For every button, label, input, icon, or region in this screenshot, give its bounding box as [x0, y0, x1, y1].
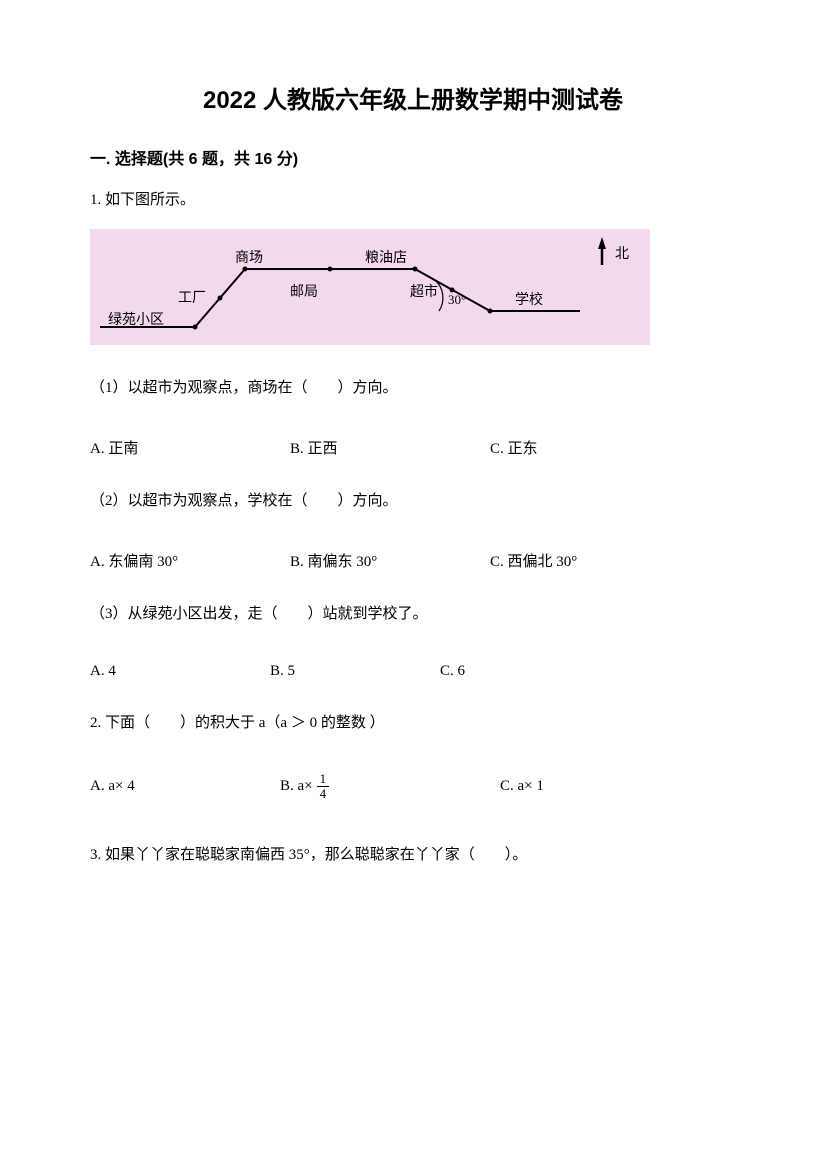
q1-sub1-options: A. 正南 B. 正西 C. 正东: [90, 437, 736, 458]
q1-sub2-opt-b: B. 南偏东 30°: [290, 550, 490, 571]
q1-sub3-opt-c: C. 6: [440, 663, 465, 680]
q2-opt-b-prefix: B. a×: [280, 778, 313, 795]
q1-sub1-opt-b: B. 正西: [290, 437, 490, 458]
q2-options: A. a× 4 B. a× 1 4 C. a× 1: [90, 772, 736, 802]
q1-sub2-options: A. 东偏南 30° B. 南偏东 30° C. 西偏北 30°: [90, 550, 736, 571]
q1-sub3-opt-a: A. 4: [90, 663, 270, 680]
q3-text: 3. 如果丫丫家在聪聪家南偏西 35°，那么聪聪家在丫丫家（ ）。: [90, 842, 736, 869]
q2-text: 2. 下面（ ）的积大于 a（a ＞ 0 的整数 ）: [90, 710, 736, 737]
q1-sub3: （3）从绿苑小区出发，走（ ）站就到学校了。: [90, 601, 736, 628]
label-lvyuan: 绿苑小区: [108, 309, 164, 329]
q1-sub1-opt-a: A. 正南: [90, 437, 290, 458]
label-chaoshi: 超市: [410, 281, 438, 301]
q2-opt-a: A. a× 4: [90, 778, 280, 795]
section-header: 一. 选择题(共 6 题，共 16 分): [90, 145, 736, 169]
label-xuexiao: 学校: [515, 289, 543, 309]
label-gongchang: 工厂: [178, 287, 206, 307]
label-angle: 30°: [448, 292, 466, 308]
page-title: 2022 人教版六年级上册数学期中测试卷: [90, 80, 736, 115]
q1-intro: 1. 如下图所示。: [90, 187, 736, 214]
q1-sub2: （2）以超市为观察点，学校在（ ）方向。: [90, 488, 736, 515]
frac-num: 1: [317, 772, 330, 787]
label-north: 北: [615, 243, 629, 263]
q1-sub1: （1）以超市为观察点，商场在（ ）方向。: [90, 375, 736, 402]
q1-sub2-opt-a: A. 东偏南 30°: [90, 550, 290, 571]
label-shangchang: 商场: [235, 247, 263, 267]
frac-den: 4: [317, 787, 330, 801]
label-liangyoudian: 粮油店: [365, 247, 407, 267]
q1-diagram: 商场 粮油店 工厂 邮局 超市 30° 学校 绿苑小区 北: [90, 229, 650, 345]
q1-sub3-opt-b: B. 5: [270, 663, 440, 680]
q2-opt-c: C. a× 1: [500, 778, 736, 795]
q1-sub2-opt-c: C. 西偏北 30°: [490, 550, 736, 571]
label-youju: 邮局: [290, 281, 318, 301]
q2-opt-b-fraction: 1 4: [317, 772, 330, 802]
q2-opt-b: B. a× 1 4: [280, 772, 500, 802]
q1-sub3-options: A. 4 B. 5 C. 6: [90, 663, 736, 680]
q1-sub1-opt-c: C. 正东: [490, 437, 736, 458]
